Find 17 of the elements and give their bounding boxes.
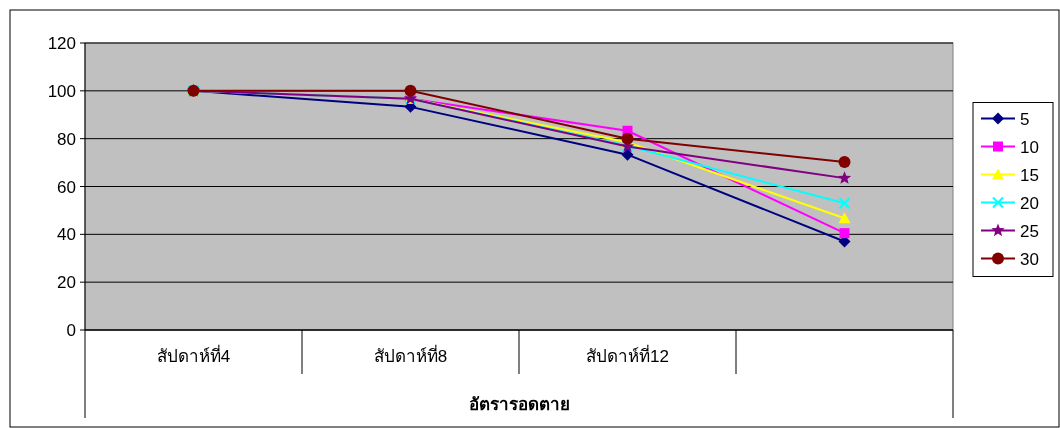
x-axis-title: อัตรารอดตาย: [468, 395, 570, 414]
legend-label: 10: [1020, 137, 1039, 157]
legend-label: 5: [1020, 109, 1030, 129]
y-tick-label: 40: [57, 225, 76, 245]
y-tick-label: 120: [47, 34, 76, 53]
y-tick-label: 60: [57, 177, 76, 197]
legend-label: 15: [1020, 165, 1039, 185]
y-tick-label: 100: [47, 81, 76, 101]
x-tick-label: สัปดาห์ที่4: [156, 344, 231, 366]
legend-label: 25: [1020, 221, 1039, 241]
x-tick-label: สัปดาห์ที่8: [373, 344, 448, 366]
legend-label: 30: [1020, 249, 1039, 269]
legend-label: 20: [1020, 193, 1039, 213]
y-tick-label: 20: [57, 273, 76, 293]
y-tick-label: 80: [57, 129, 76, 149]
x-tick-label: สัปดาห์ที่12: [586, 344, 669, 366]
y-tick-label: 0: [66, 321, 76, 340]
